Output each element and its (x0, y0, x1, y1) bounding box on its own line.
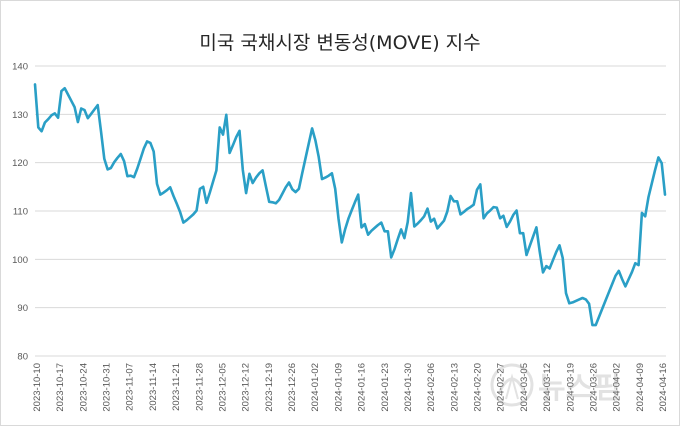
x-tick-label: 2024-03-05 (519, 363, 530, 412)
series-layer (33, 83, 667, 327)
x-tick-label: 2023-10-24 (78, 363, 89, 412)
x-tick-label: 2024-02-27 (496, 363, 507, 412)
x-tick-label: 2024-02-13 (449, 363, 460, 412)
x-tick-label: 2024-04-02 (612, 363, 623, 412)
x-tick-label: 2024-01-02 (310, 363, 321, 412)
x-tick-label: 2024-02-20 (473, 363, 484, 412)
y-tick-label: 120 (12, 158, 28, 169)
x-tick-label: 2024-04-16 (658, 363, 669, 412)
x-tick-label: 2024-02-06 (426, 363, 437, 412)
x-tick-label: 2023-12-05 (218, 363, 229, 412)
watermark-logo-icon (490, 363, 534, 407)
watermark-text: 뉴스핌 (538, 371, 621, 406)
y-tick-label: 80 (17, 352, 28, 363)
watermark: 뉴스핌 (490, 350, 670, 420)
x-tick-label: 2023-11-28 (194, 363, 205, 411)
x-tick-label: 2023-12-12 (241, 363, 252, 412)
x-tick-label: 2024-01-23 (380, 363, 391, 412)
x-tick-label: 2024-01-16 (357, 363, 368, 412)
y-tick-label: 110 (13, 207, 28, 218)
x-axis: 2023-10-10 2023-10-17 2023-10-24 2023-10-31… (32, 363, 669, 412)
y-tick-label: 140 (12, 62, 28, 73)
x-tick-label: 2024-04-09 (635, 363, 646, 412)
x-tick-label: 2024-03-12 (542, 363, 553, 412)
x-tick-label: 2024-03-26 (588, 363, 599, 412)
series-line-move (33, 83, 667, 327)
x-tick-label: 2023-11-14 (148, 363, 159, 411)
y-tick-label: 100 (12, 255, 28, 266)
x-tick-label: 2023-11-21 (171, 363, 182, 411)
x-tick-label: 2023-10-31 (102, 363, 113, 412)
x-tick-label: 2023-10-17 (55, 363, 66, 412)
y-tick-label: 130 (12, 110, 28, 121)
x-tick-label: 2023-10-10 (32, 363, 43, 412)
x-tick-label: 2024-01-09 (333, 363, 344, 412)
x-tick-label: 2024-01-30 (403, 363, 414, 412)
x-tick-label: 2023-12-19 (264, 363, 275, 412)
chart-title: 미국 국채시장 변동성(MOVE) 지수 (199, 32, 481, 54)
x-tick-label: 2023-11-07 (125, 363, 136, 411)
y-tick-label: 90 (17, 303, 28, 314)
x-tick-label: 2024-03-19 (565, 363, 576, 412)
y-axis: 80 90 100 110 120 130 140 (12, 62, 28, 363)
x-tick-label: 2023-12-26 (287, 363, 298, 412)
